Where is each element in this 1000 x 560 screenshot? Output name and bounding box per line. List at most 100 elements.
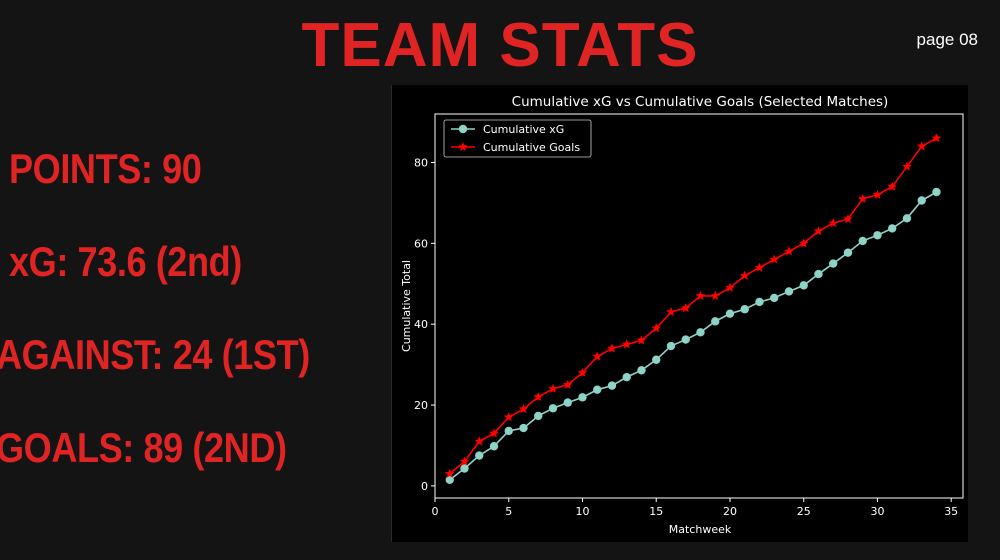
series-markers — [444, 133, 942, 485]
axis-ticks: 0 5 10 15 20 25 30 35 0 20 40 60 80 — [414, 157, 958, 518]
y-tick-label: 80 — [414, 157, 428, 170]
data-point-xg — [932, 187, 941, 197]
x-tick-label: 20 — [723, 505, 737, 518]
data-point-goals — [931, 133, 942, 143]
data-point-goals — [666, 307, 676, 317]
x-tick-label: 5 — [505, 505, 512, 518]
data-point-goals — [725, 282, 735, 292]
data-point-goals — [798, 238, 809, 248]
data-point-goals — [607, 343, 617, 353]
data-point-goals — [518, 404, 529, 414]
line-chart: Cumulative xG vs Cumulative Goals (Selec… — [400, 94, 964, 536]
data-point-xg — [902, 214, 912, 223]
page-title: TEAM STATS — [301, 11, 699, 80]
chart-panel: Cumulative xG vs Cumulative Goals (Selec… — [391, 85, 968, 542]
legend-label-xg: Cumulative xG — [483, 123, 564, 136]
data-point-xg — [770, 293, 779, 303]
data-point-xg — [607, 381, 617, 390]
data-point-xg — [843, 248, 853, 257]
data-point-goals — [459, 456, 470, 466]
y-axis-label: Cumulative Total — [400, 260, 413, 352]
stat-goals: GOALS: 89 (2ND) — [0, 424, 287, 471]
y-tick-label: 0 — [421, 480, 428, 493]
stat-points: POINTS: 90 — [9, 145, 202, 192]
data-point-xg — [652, 355, 661, 364]
data-point-xg — [740, 305, 749, 314]
data-point-goals — [902, 161, 912, 171]
data-point-xg — [711, 317, 720, 326]
data-point-xg — [504, 426, 513, 436]
data-point-xg — [622, 372, 631, 382]
legend-marker-xg — [458, 124, 468, 134]
data-point-goals — [474, 436, 484, 446]
data-point-xg — [445, 475, 454, 485]
series-line-goals — [449, 137, 937, 475]
x-axis-label: Matchweek — [669, 523, 732, 536]
chart-title: Cumulative xG vs Cumulative Goals (Selec… — [512, 94, 889, 110]
data-point-xg — [681, 335, 690, 344]
data-point-xg — [725, 309, 735, 318]
data-point-xg — [696, 328, 705, 337]
data-point-xg — [637, 366, 646, 375]
x-tick-label: 35 — [944, 505, 958, 518]
page-number: page 08 — [916, 30, 978, 49]
data-point-goals — [739, 270, 750, 280]
data-point-goals — [562, 379, 573, 389]
data-point-xg — [666, 341, 676, 351]
legend-marker-point — [458, 142, 468, 152]
stat-against: AGAINST: 24 (1ST) — [0, 331, 310, 378]
data-point-goals — [444, 468, 455, 478]
chart-legend: Cumulative xG Cumulative Goals — [443, 119, 592, 158]
legend-label-goals: Cumulative Goals — [483, 141, 580, 154]
x-tick-label: 15 — [649, 505, 663, 518]
data-point-xg — [578, 393, 587, 402]
data-point-goals — [710, 290, 720, 300]
data-point-goals — [533, 391, 543, 401]
x-tick-label: 0 — [432, 505, 439, 518]
data-point-goals — [636, 335, 647, 345]
y-tick-label: 60 — [414, 237, 428, 250]
legend-box — [443, 119, 592, 158]
y-tick-label: 40 — [414, 318, 428, 331]
data-point-xg — [917, 196, 926, 205]
data-point-goals — [828, 218, 838, 228]
data-point-goals — [769, 254, 779, 264]
x-tick-label: 10 — [575, 505, 589, 518]
data-point-xg — [534, 411, 543, 421]
x-tick-label: 30 — [870, 505, 884, 518]
data-point-goals — [887, 181, 897, 191]
data-point-goals — [577, 367, 588, 377]
data-point-xg — [563, 398, 572, 407]
data-point-goals — [651, 323, 661, 333]
data-point-goals — [680, 303, 691, 313]
data-point-xg — [460, 464, 469, 473]
data-point-goals — [843, 214, 853, 224]
data-point-xg — [873, 231, 882, 240]
data-point-xg — [888, 224, 897, 233]
data-point-goals — [503, 412, 514, 422]
data-point-xg — [593, 385, 602, 394]
data-point-goals — [857, 193, 868, 203]
plot-area — [434, 113, 964, 499]
data-point-goals — [754, 262, 765, 272]
data-point-xg — [858, 236, 867, 246]
legend-marker-goals — [458, 142, 468, 152]
data-point-goals — [592, 351, 602, 361]
data-point-xg — [519, 423, 528, 433]
series-line-xg — [449, 191, 937, 481]
x-tick-label: 25 — [797, 505, 811, 518]
data-point-xg — [475, 451, 484, 460]
data-point-goals — [489, 428, 499, 438]
data-point-goals — [695, 290, 706, 300]
data-point-xg — [784, 287, 794, 296]
data-point-goals — [621, 339, 632, 349]
data-point-xg — [489, 442, 499, 451]
data-point-goals — [813, 226, 824, 236]
data-point-xg — [829, 259, 838, 268]
legend-marker-point — [458, 124, 468, 134]
data-point-xg — [755, 297, 764, 307]
y-tick-label: 20 — [414, 399, 428, 412]
data-point-goals — [872, 189, 883, 199]
data-point-goals — [548, 383, 558, 393]
data-point-goals — [916, 141, 927, 151]
